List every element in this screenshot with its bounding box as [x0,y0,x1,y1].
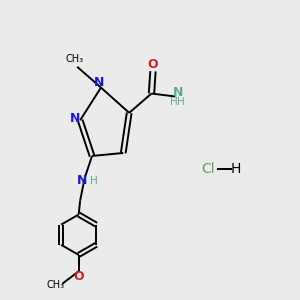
Text: O: O [74,270,84,283]
Text: H: H [177,97,185,107]
Text: H: H [170,97,178,107]
Text: CH₃: CH₃ [47,280,65,290]
Text: H: H [90,176,98,186]
Text: N: N [94,76,105,89]
Text: Cl: Cl [201,162,215,176]
Text: CH₃: CH₃ [65,54,83,64]
Text: N: N [172,86,183,99]
Text: H: H [231,162,242,176]
Text: N: N [76,174,87,187]
Text: N: N [70,112,80,125]
Text: O: O [148,58,158,71]
